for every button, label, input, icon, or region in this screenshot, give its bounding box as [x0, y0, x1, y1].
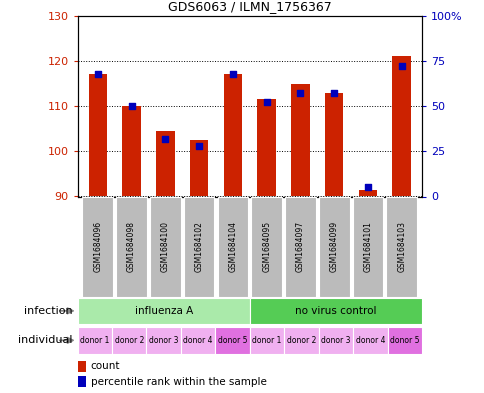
- Bar: [150, 196, 181, 297]
- Text: percentile rank within the sample: percentile rank within the sample: [91, 377, 266, 387]
- Text: donor 3: donor 3: [320, 336, 350, 345]
- Bar: [324, 92, 343, 196]
- Text: GSM1684103: GSM1684103: [396, 221, 406, 272]
- Point: [127, 103, 135, 109]
- Text: count: count: [91, 362, 120, 371]
- Bar: [223, 74, 242, 196]
- Bar: [146, 327, 181, 354]
- Text: GSM1684096: GSM1684096: [93, 221, 102, 272]
- Bar: [77, 361, 86, 372]
- Bar: [257, 99, 275, 196]
- Text: infection: infection: [24, 306, 73, 316]
- Text: GSM1684104: GSM1684104: [228, 221, 237, 272]
- Bar: [251, 196, 281, 297]
- Text: GSM1684095: GSM1684095: [262, 221, 271, 272]
- Text: donor 1: donor 1: [80, 336, 109, 345]
- Bar: [183, 196, 214, 297]
- Bar: [77, 376, 86, 387]
- Text: GSM1684097: GSM1684097: [295, 221, 304, 272]
- Bar: [352, 196, 382, 297]
- Point: [262, 99, 270, 106]
- Bar: [358, 190, 377, 196]
- Bar: [352, 327, 387, 354]
- Text: GSM1684101: GSM1684101: [363, 221, 372, 272]
- Bar: [122, 106, 141, 196]
- Bar: [249, 327, 284, 354]
- Text: influenza A: influenza A: [134, 306, 193, 316]
- Point: [296, 90, 303, 97]
- Point: [228, 70, 236, 77]
- Bar: [284, 327, 318, 354]
- Bar: [386, 196, 416, 297]
- Text: GSM1684099: GSM1684099: [329, 221, 338, 272]
- Bar: [217, 196, 248, 297]
- Bar: [89, 74, 107, 196]
- Text: donor 4: donor 4: [183, 336, 212, 345]
- Text: donor 5: donor 5: [217, 336, 247, 345]
- Text: donor 1: donor 1: [252, 336, 281, 345]
- Bar: [249, 298, 421, 324]
- Text: GSM1684098: GSM1684098: [127, 221, 136, 272]
- Text: GSM1684102: GSM1684102: [194, 221, 203, 272]
- Bar: [387, 327, 421, 354]
- Text: donor 4: donor 4: [355, 336, 384, 345]
- Point: [330, 90, 337, 97]
- Point: [195, 143, 203, 149]
- Bar: [112, 327, 146, 354]
- Bar: [285, 196, 315, 297]
- Text: donor 2: donor 2: [286, 336, 316, 345]
- Bar: [392, 56, 410, 196]
- Point: [94, 70, 102, 77]
- Text: donor 2: donor 2: [114, 336, 144, 345]
- Point: [363, 184, 371, 191]
- Bar: [82, 196, 113, 297]
- Text: donor 5: donor 5: [389, 336, 419, 345]
- Bar: [189, 140, 208, 196]
- Bar: [77, 327, 112, 354]
- Bar: [215, 327, 249, 354]
- Text: no virus control: no virus control: [294, 306, 376, 316]
- Point: [397, 63, 405, 70]
- Bar: [116, 196, 147, 297]
- Bar: [318, 196, 349, 297]
- Text: individual: individual: [18, 335, 73, 345]
- Text: donor 3: donor 3: [149, 336, 178, 345]
- Bar: [77, 298, 249, 324]
- Bar: [156, 131, 174, 196]
- Bar: [290, 83, 309, 196]
- Title: GDS6063 / ILMN_1756367: GDS6063 / ILMN_1756367: [167, 0, 331, 13]
- Point: [161, 136, 169, 142]
- Bar: [318, 327, 352, 354]
- Text: GSM1684100: GSM1684100: [161, 221, 169, 272]
- Bar: [181, 327, 215, 354]
